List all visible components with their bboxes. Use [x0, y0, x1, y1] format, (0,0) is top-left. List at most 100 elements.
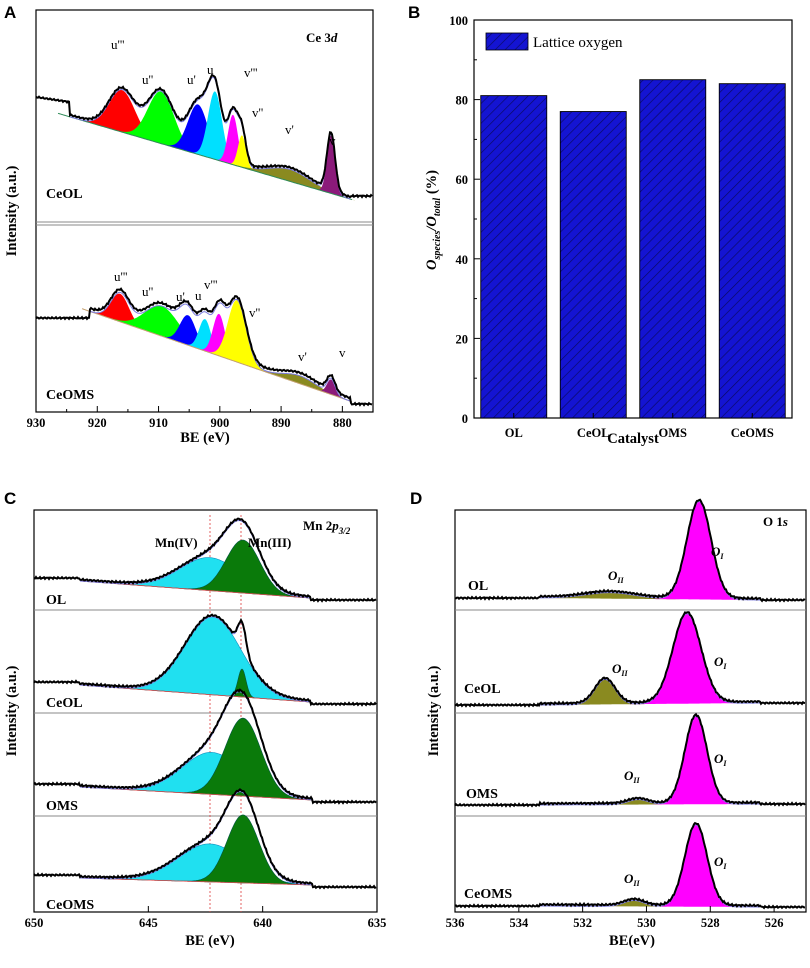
- peak-label-u2: u'': [142, 72, 153, 87]
- peak-label-oii-3: OII: [624, 768, 641, 785]
- panel-d-xlabel: BE(eV): [609, 933, 655, 949]
- panel-a-ceol-spectrum: [35, 73, 373, 201]
- sample-label-c-ol: OL: [46, 593, 66, 608]
- panel-d-spectra: [454, 498, 806, 910]
- xtick-label-c-2: 640: [253, 916, 272, 930]
- mn-raw-1: [33, 613, 377, 707]
- peak-label-b-v3: v''': [204, 277, 218, 292]
- xtick-label-d-3: 530: [637, 916, 656, 930]
- ce3d-top-component-3: [60, 91, 355, 201]
- ce3d-top-baseline: [57, 112, 353, 201]
- ytick-label-b-2: 40: [456, 253, 469, 267]
- oii-component-1: [540, 679, 760, 705]
- sample-label-c-ceoms: CeOMS: [46, 898, 94, 913]
- ce3d-bottom-component-4: [85, 309, 352, 402]
- panel-a: A Ce 3d Intensity (a.u.) BE (eV) 930 920 9…: [4, 3, 374, 446]
- ce3d-bottom-component-5: [85, 300, 352, 402]
- ytick-label-b-1: 20: [456, 332, 469, 346]
- ce3d-bottom-fit: [89, 291, 351, 402]
- o1s-fit-2: [540, 715, 760, 806]
- peak-label-oii-4: OII: [624, 871, 641, 888]
- peak-label-b-v1: v': [298, 349, 307, 364]
- panel-c-spectra: [33, 517, 377, 890]
- ce3d-top-raw: [35, 73, 373, 199]
- peak-label-b-u3: u''': [114, 269, 128, 284]
- ce3d-bottom-baseline: [81, 308, 353, 403]
- ce3d-bottom-component-1: [85, 305, 352, 402]
- xtick-label-d-0: 536: [446, 916, 465, 930]
- bar-ceoms: [718, 83, 786, 419]
- peak-label-b-v: v: [339, 345, 346, 360]
- panel-c: C 650 645 640 635 Mn 2p3/2 Mn(IV) Mn(III) I…: [4, 489, 386, 949]
- panel-c-frame: [33, 509, 378, 913]
- sample-label-d-oms: OMS: [466, 787, 498, 802]
- sample-label-c-ceol: CeOL: [46, 696, 83, 711]
- panel-a-ceoms-spectrum: [35, 287, 373, 407]
- peak-label-oii-2: OII: [612, 661, 629, 678]
- sample-label-ceol: CeOL: [46, 187, 83, 202]
- category-label-oms: OMS: [659, 426, 688, 440]
- panel-d-xaxis: 536 534 532 530 528 526: [446, 906, 783, 930]
- panel-d-ylabel: Intensity (a.u.): [426, 666, 442, 757]
- mn-baseline-3: [80, 877, 312, 886]
- o1s-raw-2: [454, 712, 806, 808]
- bar-ceol: [559, 111, 627, 419]
- peak-label-b-u2: u'': [142, 284, 153, 299]
- bar-oms: [639, 79, 707, 419]
- peak-label-u1: u': [187, 72, 196, 87]
- legend-swatch: [485, 32, 529, 51]
- peak-label-v: v: [329, 133, 336, 148]
- ytick-label-b-3: 60: [456, 173, 469, 187]
- xtick-label-c-0: 650: [25, 916, 44, 930]
- panel-a-letter: A: [4, 3, 16, 22]
- xtick-label-a-0: 930: [27, 416, 46, 430]
- peak-label-mn3: Mn(III): [248, 535, 291, 550]
- xtick-label-c-1: 645: [139, 916, 158, 930]
- mn-raw-0: [33, 517, 377, 603]
- mn-raw-2: [33, 688, 377, 805]
- category-label-ol: OL: [505, 426, 523, 440]
- peak-label-oii-1: OII: [608, 568, 625, 585]
- ytick-label-b-4: 80: [456, 94, 469, 108]
- panel-b-xaxis: OL CeOL OMS CeOMS: [505, 413, 774, 440]
- oi-component-3: [540, 824, 760, 907]
- bar-ol: [480, 95, 548, 419]
- panel-b-yaxis: 0 20 40 60 80 100: [449, 14, 480, 426]
- peak-label-oi-1: OI: [711, 544, 724, 561]
- panel-b-xlabel: Catalyst: [607, 431, 659, 447]
- o1s-raw-0: [455, 498, 806, 603]
- xtick-label-a-2: 910: [149, 416, 168, 430]
- o1s-raw-1: [455, 611, 806, 708]
- o1s-fit-1: [540, 613, 760, 706]
- panel-a-ylabel: Intensity (a.u.): [4, 166, 20, 257]
- panel-b-ylabel: Ospecies/Ototal (%): [424, 170, 443, 270]
- peak-label-b-u: u: [195, 288, 202, 303]
- xtick-label-a-4: 890: [272, 416, 291, 430]
- peak-label-b-u1: u': [176, 289, 185, 304]
- xtick-label-c-3: 635: [368, 916, 387, 930]
- xtick-label-d-4: 528: [701, 916, 720, 930]
- peak-label-u: u: [207, 62, 214, 77]
- panel-c-letter: C: [4, 489, 16, 508]
- peak-label-oi-4: OI: [714, 854, 727, 871]
- xtick-label-d-2: 532: [573, 916, 592, 930]
- peak-label-v2: v'': [252, 105, 263, 120]
- xtick-label-d-1: 534: [509, 916, 529, 930]
- panel-b-bars: [480, 79, 786, 419]
- panel-c-xlabel: BE (eV): [185, 933, 235, 949]
- panel-b-letter: B: [408, 3, 420, 22]
- peak-label-v1: v': [285, 122, 294, 137]
- xtick-label-a-3: 900: [210, 416, 229, 430]
- oii-component-3: [540, 900, 760, 907]
- o1s-raw-3: [454, 821, 805, 910]
- ce3d-bottom-raw: [35, 287, 373, 407]
- peak-label-b-v2: v'': [249, 305, 260, 320]
- panel-c-title: Mn 2p3/2: [303, 518, 351, 536]
- ce3d-top-component-0: [60, 90, 355, 201]
- ce3d-bottom-component-0: [85, 293, 352, 402]
- xtick-label-a-5: 880: [333, 416, 352, 430]
- panel-c-ylabel: Intensity (a.u.): [4, 666, 20, 757]
- sample-label-d-ol: OL: [468, 579, 488, 594]
- oii-component-0: [540, 592, 760, 600]
